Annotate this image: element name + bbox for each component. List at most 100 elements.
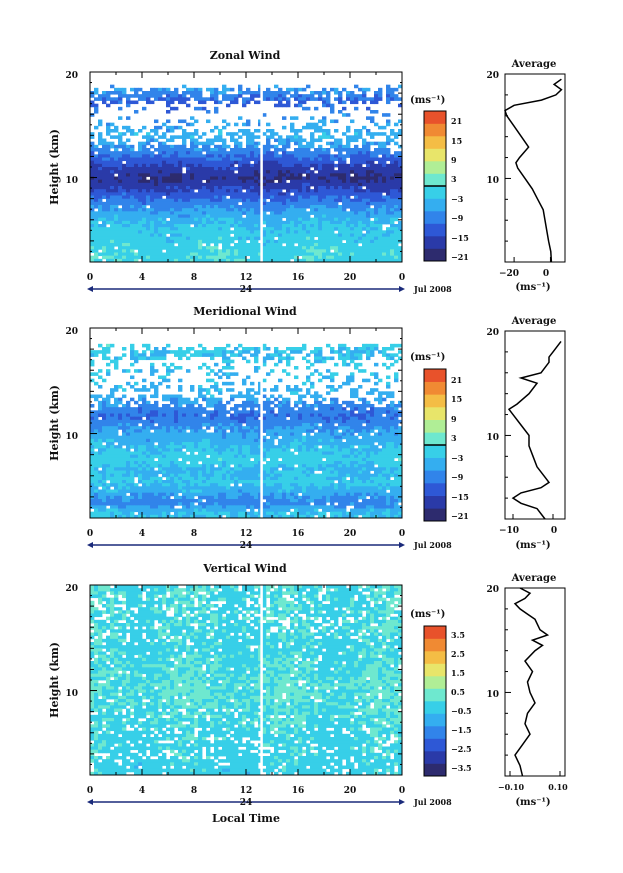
- meridional-heatmap-cell: [198, 350, 203, 354]
- zonal-heatmap-cell: [186, 217, 191, 222]
- zonal-heatmap-cell: [186, 132, 191, 136]
- zonal-heatmap-cell: [366, 255, 371, 260]
- zonal-heatmap-cell: [178, 195, 183, 200]
- zonal-heatmap-cell: [126, 192, 131, 196]
- zonal-heatmap-cell: [246, 246, 251, 250]
- zonal-heatmap-cell: [170, 176, 175, 181]
- zonal-heatmap-cell: [102, 192, 107, 196]
- meridional-heatmap-cell: [126, 404, 131, 408]
- zonal-heatmap-cell: [190, 201, 195, 206]
- zonal-heatmap-cell: [390, 258, 395, 263]
- zonal-heatmap-cell: [134, 205, 139, 209]
- zonal-heatmap-cell: [354, 97, 359, 101]
- zonal-heatmap-cell: [214, 163, 219, 168]
- zonal-heatmap-cell: [390, 97, 395, 101]
- zonal-heatmap-cell: [322, 182, 327, 187]
- zonal-heatmap-cell: [346, 189, 351, 193]
- zonal-heatmap-cell: [366, 227, 371, 231]
- zonal-heatmap-cell: [318, 192, 323, 196]
- zonal-heatmap-cell: [150, 163, 155, 168]
- zonal-heatmap-cell: [346, 151, 351, 155]
- zonal-heatmap-cell: [122, 243, 127, 247]
- zonal-heatmap-cell: [98, 141, 103, 146]
- zonal-heatmap-cell: [130, 233, 135, 238]
- meridional-heatmap-cell: [258, 407, 263, 411]
- meridional-heatmap-cell: [346, 404, 351, 408]
- meridional-heatmap-cell: [262, 407, 267, 411]
- zonal-heatmap-cell: [170, 189, 175, 193]
- zonal-heatmap-cell: [278, 236, 283, 241]
- zonal-heatmap-cell: [338, 157, 343, 162]
- zonal-heatmap-cell: [250, 220, 255, 225]
- meridional-heatmap-cell: [238, 413, 243, 418]
- zonal-heatmap-cell: [206, 249, 211, 253]
- zonal-heatmap-cell: [94, 157, 99, 162]
- zonal-heatmap-cell: [106, 157, 111, 162]
- zonal-heatmap-cell: [330, 110, 335, 114]
- zonal-heatmap-cell: [358, 176, 363, 181]
- zonal-heatmap-cell: [342, 249, 347, 253]
- zonal-heatmap-cell: [106, 255, 111, 260]
- zonal-heatmap-cell: [274, 214, 279, 219]
- zonal-heatmap-cell: [122, 179, 127, 184]
- meridional-heatmap-cell: [342, 442, 347, 446]
- meridional-heatmap-cell: [194, 419, 199, 424]
- meridional-heatmap-cell: [366, 429, 371, 433]
- zonal-heatmap-cell: [362, 94, 367, 98]
- zonal-heatmap-cell: [370, 198, 375, 203]
- zonal-heatmap-cell: [282, 173, 287, 177]
- meridional-heatmap-cell: [394, 438, 399, 443]
- zonal-heatmap-cell: [318, 125, 323, 130]
- zonal-heatmap-cell: [138, 243, 143, 247]
- zonal-heatmap-cell: [194, 163, 199, 168]
- zonal-heatmap-cell: [238, 87, 243, 92]
- zonal-heatmap-cell: [330, 214, 335, 219]
- meridional-heatmap-cell: [362, 438, 367, 443]
- zonal-heatmap-cell: [338, 167, 343, 171]
- meridional-heatmap-cell: [362, 347, 367, 351]
- meridional-heatmap-cell: [230, 432, 235, 437]
- zonal-heatmap-cell: [98, 227, 103, 231]
- zonal-heatmap-cell: [134, 87, 139, 92]
- zonal-heatmap-cell: [138, 230, 143, 234]
- zonal-heatmap-cell: [258, 157, 263, 162]
- zonal-heatmap-cell: [354, 195, 359, 200]
- zonal-heatmap-cell: [386, 227, 391, 231]
- zonal-heatmap-cell: [138, 192, 143, 196]
- zonal-heatmap-cell: [226, 173, 231, 177]
- zonal-heatmap-cell: [138, 176, 143, 181]
- zonal-heatmap-cell: [342, 255, 347, 260]
- zonal-heatmap-cell: [366, 116, 371, 120]
- zonal-heatmap-cell: [318, 173, 323, 177]
- zonal-heatmap-cell: [158, 192, 163, 196]
- zonal-heatmap-cell: [358, 192, 363, 196]
- meridional-heatmap-cell: [122, 413, 127, 418]
- zonal-heatmap-cell: [342, 217, 347, 222]
- zonal-heatmap-cell: [130, 208, 135, 212]
- zonal-heatmap-cell: [122, 255, 127, 260]
- meridional-heatmap-cell: [254, 350, 259, 354]
- meridional-heatmap-cell: [142, 350, 147, 354]
- meridional-heatmap-cell: [206, 366, 211, 370]
- meridional-heatmap-cell: [338, 435, 343, 440]
- zonal-heatmap-cell: [298, 252, 303, 257]
- zonal-heatmap-cell: [110, 205, 115, 209]
- zonal-heatmap-cell: [254, 129, 259, 133]
- zonal-heatmap-cell: [138, 224, 143, 228]
- zonal-heatmap-cell: [138, 94, 143, 98]
- zonal-heatmap-cell: [386, 205, 391, 209]
- zonal-heatmap-cell: [226, 243, 231, 247]
- zonal-heatmap-cell: [274, 138, 279, 143]
- zonal-heatmap-cell: [330, 192, 335, 196]
- zonal-heatmap-cell: [130, 170, 135, 174]
- zonal-heatmap-cell: [270, 236, 275, 241]
- zonal-heatmap-cell: [238, 195, 243, 200]
- zonal-heatmap-cell: [306, 233, 311, 238]
- meridional-heatmap-cell: [214, 404, 219, 408]
- zonal-heatmap-cell: [190, 255, 195, 260]
- zonal-heatmap-cell: [126, 208, 131, 212]
- zonal-heatmap-cell: [390, 154, 395, 158]
- meridional-heatmap-cell: [134, 435, 139, 440]
- meridional-heatmap-cell: [182, 429, 187, 433]
- zonal-heatmap-cell: [370, 255, 375, 260]
